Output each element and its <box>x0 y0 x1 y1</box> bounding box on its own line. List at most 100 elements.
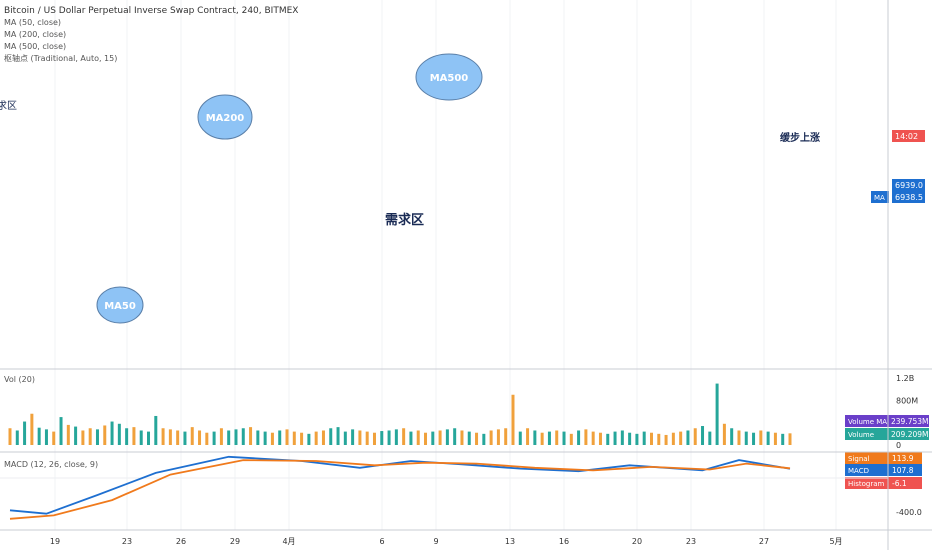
annotations: MA200 MA500 MA50 需求区 缓步上涨 <box>96 53 820 324</box>
macd-pane[interactable]: MACD (12, 26, close, 9) <box>0 451 932 520</box>
macd-tag-name-box <box>845 452 889 464</box>
volume-bar <box>263 431 267 445</box>
volume-bar <box>292 431 296 445</box>
time-tick-label: 9 <box>433 537 438 546</box>
macd-tag-value-box <box>889 477 922 489</box>
volume-bar <box>482 433 486 445</box>
volume-bar <box>23 421 27 445</box>
volume-bar <box>409 431 413 445</box>
volume-bar <box>752 432 756 445</box>
volume-bar <box>679 431 683 445</box>
volume-bar <box>30 413 34 445</box>
volume-bar <box>219 428 223 445</box>
volume-bar <box>737 430 741 445</box>
volume-bar <box>125 428 129 445</box>
volume-bar <box>715 383 719 445</box>
time-tick-label: 6 <box>379 537 384 546</box>
annotation-bubble-ma200 <box>197 94 253 140</box>
time-tick-label: 5月 <box>829 537 842 546</box>
indicator-pivot-label: 枢轴点 (Traditional, Auto, 15) <box>4 53 117 63</box>
time-axis: 19 23 26 29 4月 6 9 13 16 20 23 27 5月 <box>0 529 932 546</box>
indicator-ma50-label: MA (50, close) <box>4 18 61 27</box>
price-tag-value: 6938.5 <box>895 193 923 202</box>
volume-bar <box>555 430 559 445</box>
volume-bar <box>343 431 347 445</box>
volume-bar <box>249 427 253 445</box>
volume-bar <box>256 430 260 445</box>
price-tag-value-box <box>892 191 925 203</box>
volume-bar <box>431 431 435 445</box>
volume-bar <box>394 429 398 445</box>
volume-bar <box>708 431 712 445</box>
volume-bar <box>657 433 661 445</box>
volume-bar <box>212 431 216 445</box>
volume-bar <box>467 431 471 445</box>
price-tags: Pivots:R39136.5Pivots:R28469Pivots:R1808… <box>845 130 929 489</box>
volume-bar <box>591 431 595 445</box>
volume-pane[interactable]: Vol (20) <box>0 368 932 445</box>
volume-bar <box>117 423 121 445</box>
volume-bar <box>103 425 107 445</box>
volume-bar <box>628 432 632 445</box>
volume-bar <box>402 428 406 445</box>
indicator-ma500-label: MA (500, close) <box>4 42 66 51</box>
volume-bar <box>569 433 573 445</box>
macd-tag-value-box <box>889 464 922 476</box>
volume-tag-value-box <box>889 415 929 427</box>
volume-bar <box>110 421 114 445</box>
volume-bar <box>649 432 653 445</box>
volume-bar <box>176 430 180 445</box>
macd-title: MACD (12, 26, close, 9) <box>4 460 98 469</box>
volume-bar <box>336 427 340 445</box>
volume-bar <box>74 426 78 445</box>
volume-tag-value-box <box>889 428 929 440</box>
volume-bar <box>183 431 187 445</box>
volume-bar <box>781 433 785 445</box>
time-tick-label: 13 <box>505 537 515 546</box>
volume-bar <box>300 432 304 445</box>
volume-bar <box>635 433 639 445</box>
time-tick-label: 27 <box>759 537 769 546</box>
indicator-ma200-label: MA (200, close) <box>4 30 66 39</box>
macd-tag-value-box <box>889 452 922 464</box>
volume-bar <box>562 431 566 445</box>
price-tag-name: MA <box>874 194 885 202</box>
time-tick-label: 29 <box>230 537 240 546</box>
macd-tag-name: Histogram <box>848 480 884 488</box>
volume-bar <box>351 429 355 445</box>
volume-bar <box>642 431 646 445</box>
volume-bar <box>744 431 748 445</box>
volume-bar <box>518 431 522 445</box>
price-tag-value: 6939.0 <box>895 181 923 190</box>
macd-tick-label: -400.0 <box>896 508 922 517</box>
volume-bar <box>722 423 726 445</box>
volume-bar <box>416 430 420 445</box>
annotation-label-ma500: MA500 <box>430 73 469 84</box>
volume-bar <box>59 417 63 445</box>
volume-bar <box>540 432 544 445</box>
volume-bar <box>241 428 245 445</box>
volume-bar <box>598 432 602 445</box>
volume-bar <box>307 433 311 445</box>
volume-bar <box>321 430 325 445</box>
annotation-demand-zone: 需求区 <box>385 212 424 228</box>
volume-bar <box>372 432 376 445</box>
volume-tag-value: 209.209M <box>891 430 929 439</box>
macd-tag-name-box <box>845 464 889 476</box>
volume-bar <box>227 430 231 445</box>
volume-bar <box>489 430 493 445</box>
volume-tag-name: Volume MA <box>848 418 887 426</box>
volume-bar <box>190 427 194 445</box>
volume-bars <box>8 383 792 445</box>
time-tick-label: 19 <box>50 537 60 546</box>
macd-tag-name: Signal <box>848 455 870 463</box>
annotation-label-ma200: MA200 <box>206 113 245 124</box>
volume-bar <box>15 430 19 445</box>
volume-bar <box>198 430 202 445</box>
volume-bar <box>504 428 508 445</box>
volume-bar <box>701 426 705 445</box>
volume-bar <box>533 430 537 445</box>
time-tick-label: 23 <box>686 537 696 546</box>
